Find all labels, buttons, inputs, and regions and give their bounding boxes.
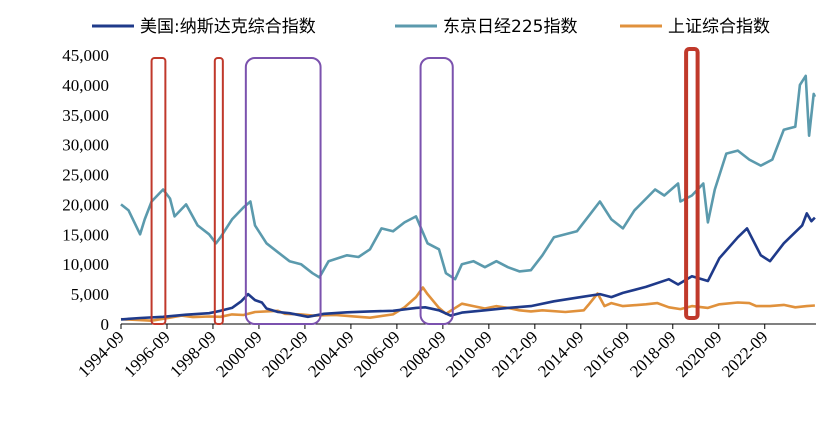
y-tick-label: 25,000 bbox=[62, 166, 109, 185]
x-tick-label: 2012-09 bbox=[488, 327, 542, 381]
highlight-boxes bbox=[150, 47, 700, 325]
legend: 美国:纳斯达克综合指数 东京日经225指数 上证综合指数 bbox=[92, 17, 770, 37]
x-tick-label: 2018-09 bbox=[626, 327, 680, 381]
x-tick-label: 2010-09 bbox=[442, 327, 496, 381]
legend-label-nasdaq: 美国:纳斯达克综合指数 bbox=[140, 17, 316, 37]
y-tick-label: 30,000 bbox=[62, 136, 109, 155]
y-tick-label: 15,000 bbox=[62, 225, 109, 244]
x-tick-label: 2004-09 bbox=[304, 327, 358, 381]
legend-item-nikkei: 东京日经225指数 bbox=[395, 17, 577, 37]
shanghai-line bbox=[120, 286, 815, 323]
legend-item-shanghai: 上证综合指数 bbox=[620, 17, 770, 37]
y-tick-label: 40,000 bbox=[62, 76, 109, 95]
series-lines bbox=[120, 74, 817, 323]
highlight-box-red bbox=[150, 56, 167, 325]
y-tick-label: 20,000 bbox=[62, 195, 109, 214]
y-axis-ticks: 0 5,000 10,000 15,000 20,000 25,000 30,000 35,0… bbox=[62, 46, 109, 334]
x-tick-label: 2020-09 bbox=[672, 327, 726, 381]
x-tick-label: 2008-09 bbox=[396, 327, 450, 381]
x-tick-label: 2016-09 bbox=[580, 327, 634, 381]
x-tick-label: 2002-09 bbox=[258, 327, 312, 381]
legend-label-shanghai: 上证综合指数 bbox=[668, 17, 770, 37]
legend-label-nikkei: 东京日经225指数 bbox=[443, 17, 577, 37]
x-tick-label: 1996-09 bbox=[120, 327, 174, 381]
x-tick-label: 2022-09 bbox=[718, 327, 772, 381]
x-tick-label: 1994-09 bbox=[74, 327, 128, 381]
x-tick-label: 2014-09 bbox=[534, 327, 588, 381]
x-axis-ticks: 1994-091996-091998-092000-092002-092004-… bbox=[74, 324, 772, 381]
y-tick-label: 0 bbox=[101, 315, 110, 334]
x-tick-label: 1998-09 bbox=[166, 327, 220, 381]
y-tick-label: 5,000 bbox=[71, 285, 109, 304]
highlight-box-purple bbox=[244, 56, 322, 325]
highlight-box-purple bbox=[419, 56, 454, 325]
highlight-box-red bbox=[684, 47, 700, 321]
y-tick-label: 45,000 bbox=[62, 46, 109, 65]
y-tick-label: 35,000 bbox=[62, 106, 109, 125]
x-tick-label: 2006-09 bbox=[350, 327, 404, 381]
nikkei-line bbox=[120, 74, 817, 281]
y-tick-label: 10,000 bbox=[62, 255, 109, 274]
highlight-box-red bbox=[213, 56, 224, 325]
x-tick-label: 2000-09 bbox=[212, 327, 266, 381]
legend-item-nasdaq: 美国:纳斯达克综合指数 bbox=[92, 17, 316, 37]
